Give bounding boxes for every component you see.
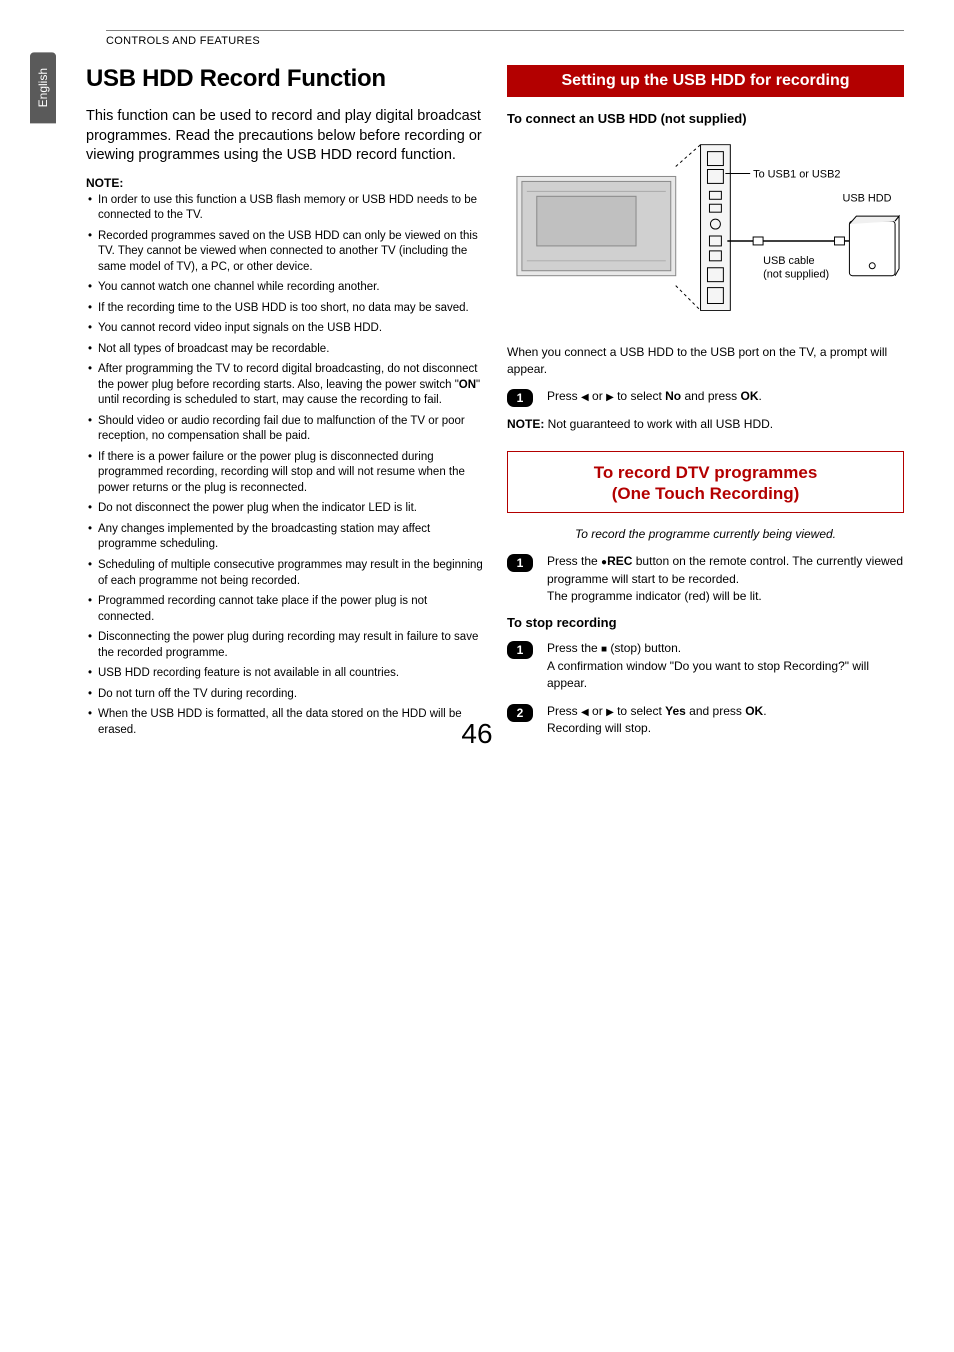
- intro-paragraph: This function can be used to record and …: [86, 107, 483, 166]
- note-item: You cannot watch one channel while recor…: [86, 280, 483, 296]
- connect-heading: To connect an USB HDD (not supplied): [507, 111, 904, 126]
- connection-diagram: To USB1 or USB2 USB HDD: [507, 136, 904, 336]
- note-item: In order to use this function a USB flas…: [86, 193, 483, 224]
- note-item: Any changes implemented by the broadcast…: [86, 522, 483, 553]
- page-container: CONTROLS AND FEATURES English USB HDD Re…: [0, 0, 954, 778]
- note-item: Disconnecting the power plug during reco…: [86, 630, 483, 661]
- diagram-cable-label-1: USB cable: [763, 255, 815, 267]
- step-row: 1 Press the (stop) button. A confirmatio…: [507, 640, 904, 692]
- text-fragment: to select: [614, 704, 665, 718]
- note-item: Should video or audio recording fail due…: [86, 414, 483, 445]
- text-fragment: Press the: [547, 641, 601, 655]
- note-item: You cannot record video input signals on…: [86, 321, 483, 337]
- text-fragment: The programme indicator (red) will be li…: [547, 589, 762, 603]
- note-text: Not guaranteed to work with all USB HDD.: [544, 417, 773, 431]
- header-text: CONTROLS AND FEATURES: [106, 35, 904, 47]
- bold-yes: Yes: [665, 704, 686, 718]
- note-item: Do not disconnect the power plug when th…: [86, 501, 483, 517]
- title-line-1: To record DTV programmes: [594, 463, 818, 482]
- left-column: USB HDD Record Function This function ca…: [86, 65, 483, 748]
- right-arrow-icon: [606, 704, 614, 718]
- note-item: USB HDD recording feature is not availab…: [86, 666, 483, 682]
- step-text: Press the REC button on the remote contr…: [547, 553, 904, 605]
- note-item: Recorded programmes saved on the USB HDD…: [86, 229, 483, 276]
- text-fragment: Press the: [547, 554, 601, 568]
- page-number: 46: [0, 718, 954, 750]
- text-fragment: to select: [614, 389, 665, 403]
- left-arrow-icon: [581, 704, 589, 718]
- diagram-cable-label-2: (not supplied): [763, 269, 829, 281]
- diagram-hdd-label: USB HDD: [842, 192, 891, 204]
- connect-prompt-text: When you connect a USB HDD to the USB po…: [507, 344, 904, 378]
- right-arrow-icon: [606, 389, 614, 403]
- step-row: 1 Press or to select No and press OK.: [507, 388, 904, 407]
- language-tab: English: [30, 52, 56, 123]
- note-item: Do not turn off the TV during recording.: [86, 687, 483, 703]
- text-fragment: and press: [681, 389, 740, 403]
- text-fragment: (stop) button.: [607, 641, 681, 655]
- main-heading: USB HDD Record Function: [86, 65, 483, 93]
- step-text: Press or to select No and press OK.: [547, 388, 904, 406]
- on-word: ON: [459, 379, 476, 391]
- note-item: Programmed recording cannot take place i…: [86, 594, 483, 625]
- bold-rec: REC: [607, 554, 632, 568]
- section-box-record: To record DTV programmes (One Touch Reco…: [507, 451, 904, 514]
- text-fragment: or: [589, 389, 606, 403]
- note-item: After programming the TV to record digit…: [86, 362, 483, 409]
- step-row: 1 Press the REC button on the remote con…: [507, 553, 904, 605]
- text-fragment: Press: [547, 389, 581, 403]
- notes-list: In order to use this function a USB flas…: [86, 193, 483, 738]
- step-number-icon: 1: [507, 554, 533, 572]
- header-rule: [106, 30, 904, 31]
- note-label: NOTE:: [86, 176, 483, 190]
- note-item: If the recording time to the USB HDD is …: [86, 301, 483, 317]
- two-column-layout: USB HDD Record Function This function ca…: [86, 65, 904, 748]
- note-bold: NOTE:: [507, 417, 544, 431]
- title-line-2: (One Touch Recording): [612, 484, 800, 503]
- text-fragment: and press: [686, 704, 745, 718]
- text-fragment: A confirmation window "Do you want to st…: [547, 659, 869, 690]
- text-fragment: .: [759, 389, 762, 403]
- section-box-title: To record DTV programmes (One Touch Reco…: [516, 462, 895, 505]
- note-item: Not all types of broadcast may be record…: [86, 342, 483, 358]
- bold-no: No: [665, 389, 681, 403]
- step-text: Press the (stop) button. A confirmation …: [547, 640, 904, 692]
- note-line: NOTE: Not guaranteed to work with all US…: [507, 417, 904, 431]
- right-column: Setting up the USB HDD for recording To …: [507, 65, 904, 748]
- bold-ok: OK: [745, 704, 763, 718]
- step-number-icon: 1: [507, 389, 533, 407]
- section-bar-setup: Setting up the USB HDD for recording: [507, 65, 904, 97]
- diagram-usb-port-label: To USB1 or USB2: [753, 168, 840, 180]
- note-item: If there is a power failure or the power…: [86, 450, 483, 497]
- bold-ok: OK: [741, 389, 759, 403]
- text-fragment: Press: [547, 704, 581, 718]
- stop-heading: To stop recording: [507, 615, 904, 630]
- text-fragment: or: [589, 704, 606, 718]
- text-fragment: .: [763, 704, 766, 718]
- italic-caption: To record the programme currently being …: [507, 527, 904, 541]
- left-arrow-icon: [581, 389, 589, 403]
- step-number-icon: 1: [507, 641, 533, 659]
- note-item: Scheduling of multiple consecutive progr…: [86, 558, 483, 589]
